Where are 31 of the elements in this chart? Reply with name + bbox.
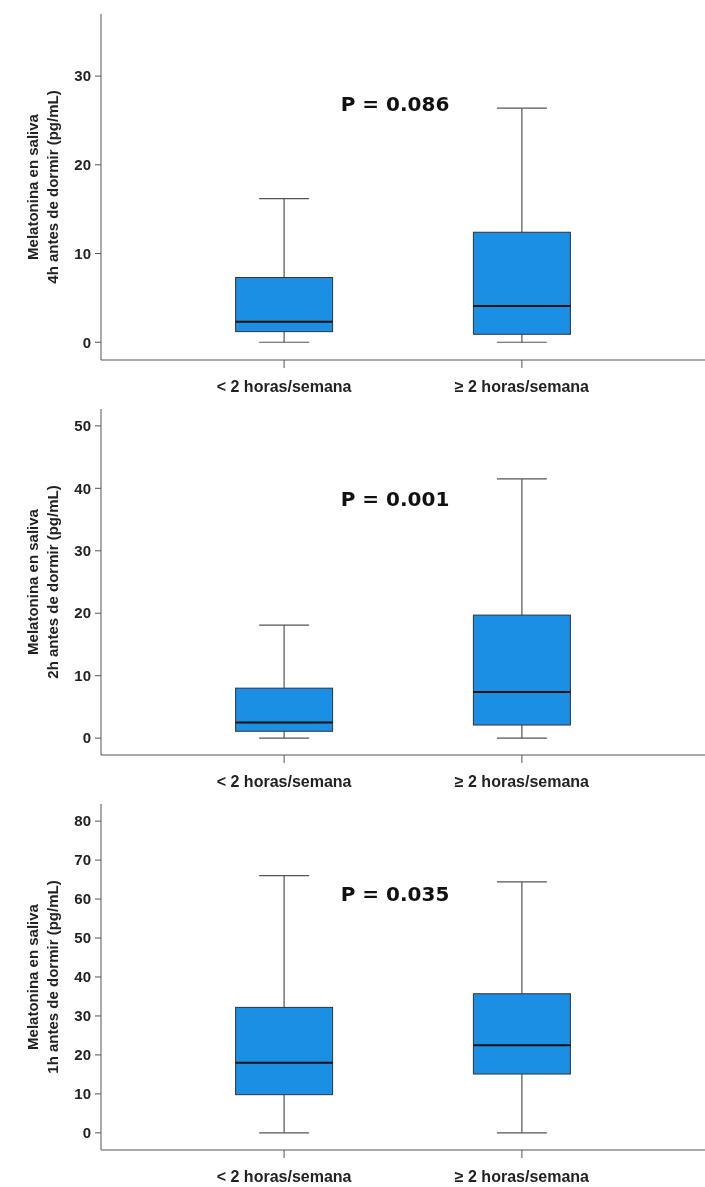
y-tick-label: 30 [74, 1007, 91, 1025]
annotation: P = 0.086 [340, 92, 450, 116]
y-axis-title: Melatonina en saliva 1h antes de dormir (pg/mL) [24, 880, 61, 1074]
x-tick-label: < 2 horas/semana [216, 378, 352, 395]
y-tick-label: 10 [74, 666, 91, 684]
x-tick-label: ≥ 2 horas/semana [454, 773, 590, 790]
y-tick-label: 40 [74, 479, 91, 497]
annotation: P = 0.001 [340, 487, 450, 511]
y-tick-label: 50 [74, 417, 91, 435]
y-tick-label: 60 [74, 890, 91, 908]
y-tick-label: 0 [82, 1124, 91, 1142]
y-tick-label: 20 [74, 1046, 91, 1064]
y-tick-label: 30 [74, 67, 91, 85]
x-tick-label: < 2 horas/semana [216, 1168, 352, 1185]
x-tick-label: ≥ 2 horas/semana [454, 378, 590, 395]
y-tick-label: 40 [74, 968, 91, 986]
y-tick-label: 10 [74, 1085, 91, 1103]
annotation: P = 0.035 [340, 882, 450, 906]
x-tick-label: < 2 horas/semana [216, 773, 352, 790]
y-tick-label: 70 [74, 851, 91, 869]
y-tick-label: 50 [74, 929, 91, 947]
y-tick-label: 0 [82, 333, 91, 351]
y-tick-label: 10 [74, 244, 91, 262]
y-tick-label: 0 [82, 729, 91, 747]
y-tick-label: 80 [74, 812, 91, 830]
y-tick-label: 20 [74, 604, 91, 622]
y-tick-label: 20 [74, 156, 91, 174]
y-tick-label: 30 [74, 542, 91, 560]
y-axis-title: Melatonina en saliva 2h antes de dormir (pg/mL) [24, 485, 61, 679]
x-tick-label: ≥ 2 horas/semana [454, 1168, 590, 1185]
y-axis-title: Melatonina en saliva 4h antes de dormir (pg/mL) [24, 90, 61, 284]
